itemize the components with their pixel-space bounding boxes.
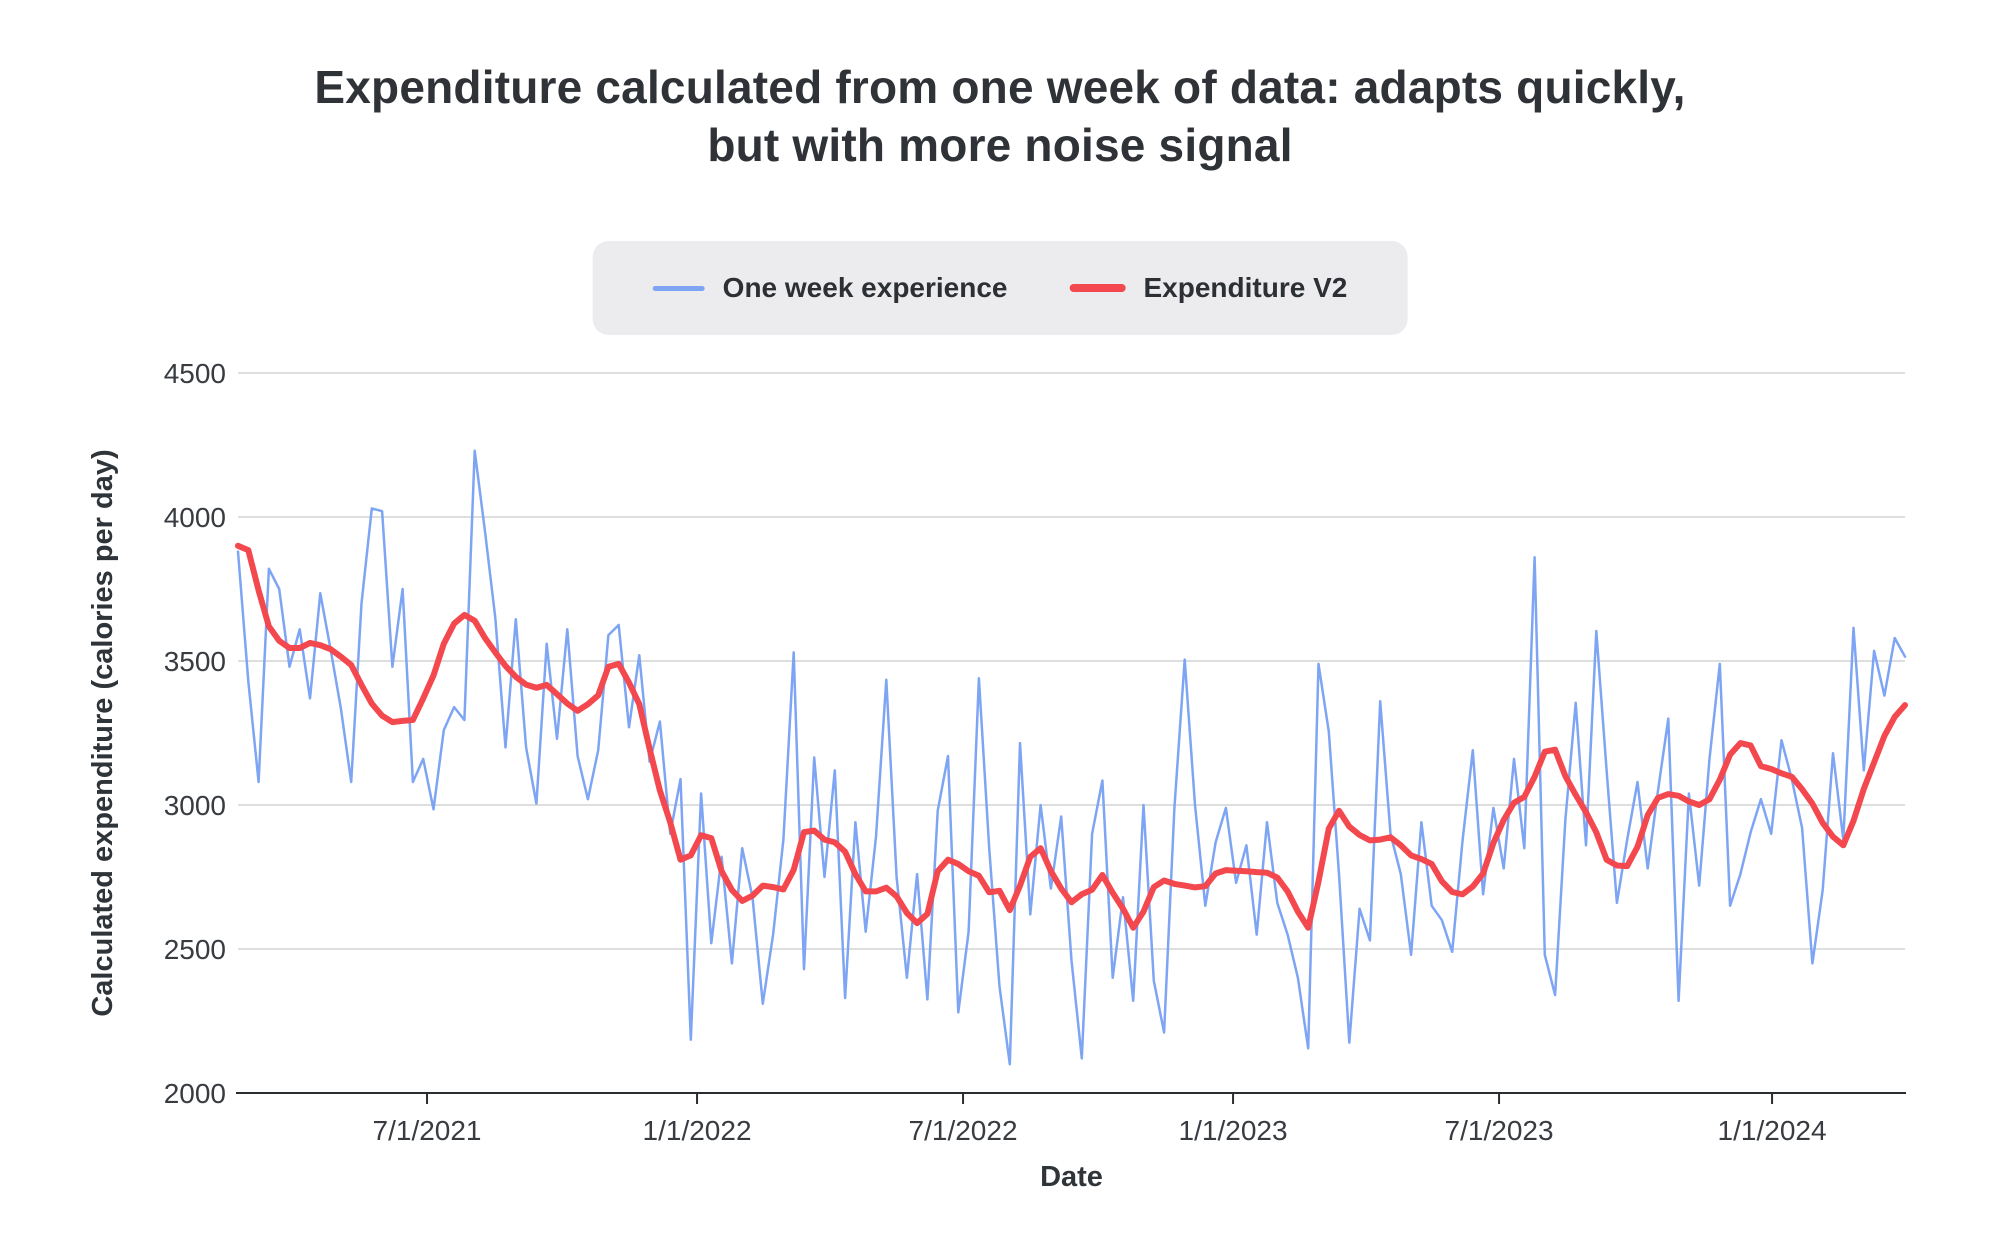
y-tick-label: 2000 [164, 1078, 226, 1109]
legend-item-one-week-experience[interactable]: One week experience [652, 272, 1008, 304]
red-line-swatch-icon [1069, 284, 1126, 292]
y-tick-label: 3500 [164, 646, 226, 677]
x-tick-label: 1/1/2023 [1179, 1115, 1288, 1146]
y-tick-label: 2500 [164, 934, 226, 965]
chart-title-line2: but with more noise signal [707, 119, 1293, 171]
x-tick-label: 7/1/2021 [373, 1115, 482, 1146]
blue-line-swatch-icon [652, 285, 705, 291]
x-tick-label: 7/1/2023 [1445, 1115, 1554, 1146]
y-tick-label: 3000 [164, 790, 226, 821]
y-tick-label: 4000 [164, 502, 226, 533]
x-tick-label: 1/1/2024 [1718, 1115, 1827, 1146]
chart-title-line1: Expenditure calculated from one week of … [314, 61, 1686, 113]
x-tick-label: 1/1/2022 [643, 1115, 752, 1146]
chart-title: Expenditure calculated from one week of … [0, 58, 2000, 174]
x-tick-label: 7/1/2022 [909, 1115, 1018, 1146]
legend-item-expenditure-v2[interactable]: Expenditure V2 [1069, 272, 1347, 304]
legend-item-label: One week experience [722, 272, 1008, 303]
y-axis-title: Calculated expenditure (calories per day… [87, 449, 119, 1016]
x-axis-title: Date [1040, 1161, 1103, 1193]
series-line-one-week-experience [236, 449, 1907, 1066]
series-line-expenditure-v2 [235, 542, 1908, 931]
legend-item-label: Expenditure V2 [1143, 272, 1348, 303]
y-tick-label: 4500 [164, 358, 226, 389]
legend: One week experience Expenditure V2 [592, 241, 1408, 335]
